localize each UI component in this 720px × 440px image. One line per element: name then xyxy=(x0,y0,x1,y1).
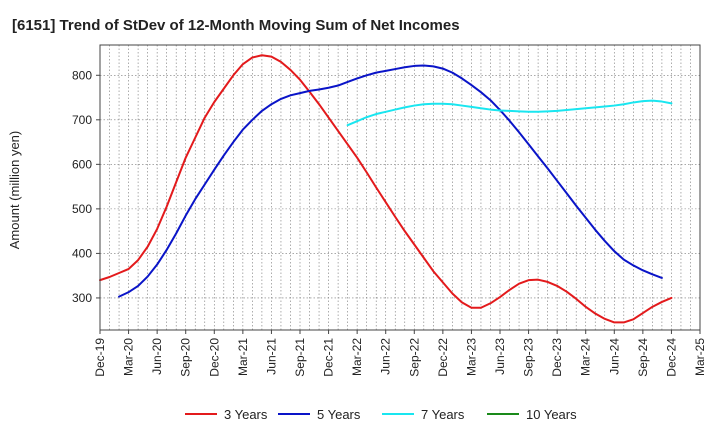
legend-label-5-years: 5 Years xyxy=(317,407,361,422)
x-tick-label: Mar-25 xyxy=(693,338,707,376)
series-lines xyxy=(99,54,673,324)
x-tick-label: Jun-20 xyxy=(150,338,164,375)
x-tick-label: Mar-24 xyxy=(579,338,593,376)
y-tick-label: 700 xyxy=(72,113,92,127)
y-tick-label: 800 xyxy=(72,68,92,82)
legend-label-10-years: 10 Years xyxy=(526,407,577,422)
x-tick-label: Dec-20 xyxy=(207,338,221,377)
series-line-5-years xyxy=(118,64,663,298)
x-tick-label: Dec-23 xyxy=(550,338,564,377)
y-axis-label: Amount (million yen) xyxy=(7,131,22,250)
y-tick-label: 600 xyxy=(72,157,92,171)
x-tick-label: Sep-23 xyxy=(522,338,536,377)
x-tick-label: Dec-19 xyxy=(93,338,107,377)
x-tick-label: Mar-23 xyxy=(464,338,478,376)
x-tick-label: Sep-21 xyxy=(293,338,307,377)
series-line-7-years xyxy=(346,99,673,127)
chart-title: [6151] Trend of StDev of 12-Month Moving… xyxy=(12,17,460,34)
plot-frame xyxy=(99,44,701,331)
x-tick-label: Jun-21 xyxy=(264,338,278,375)
y-tick-label: 300 xyxy=(72,291,92,305)
y-tick-labels: 300 400 500 600 700 800 xyxy=(72,68,100,305)
x-tick-label: Dec-24 xyxy=(664,338,678,377)
x-tick-label: Mar-21 xyxy=(236,338,250,376)
legend: 3 Years 5 Years 7 Years 10 Years xyxy=(185,407,577,422)
x-tick-label: Mar-22 xyxy=(350,338,364,376)
x-tick-label: Dec-22 xyxy=(436,338,450,377)
x-tick-label: Mar-20 xyxy=(122,338,136,376)
x-tick-label: Sep-20 xyxy=(179,338,193,377)
x-tick-labels: Dec-19 Mar-20 Jun-20 Sep-20 Dec-20 Mar-21 Jun-… xyxy=(93,330,707,377)
x-tick-label: Sep-22 xyxy=(407,338,421,377)
legend-label-3-years: 3 Years xyxy=(224,407,268,422)
x-tick-label: Sep-24 xyxy=(636,338,650,377)
grid xyxy=(99,45,701,330)
y-tick-label: 400 xyxy=(72,246,92,260)
x-tick-label: Jun-24 xyxy=(607,338,621,375)
x-tick-label: Jun-23 xyxy=(493,338,507,375)
legend-label-7-years: 7 Years xyxy=(421,407,465,422)
series-line-3-years xyxy=(99,54,673,324)
x-tick-label: Jun-22 xyxy=(379,338,393,375)
x-tick-label: Dec-21 xyxy=(322,338,336,377)
y-tick-label: 500 xyxy=(72,202,92,216)
